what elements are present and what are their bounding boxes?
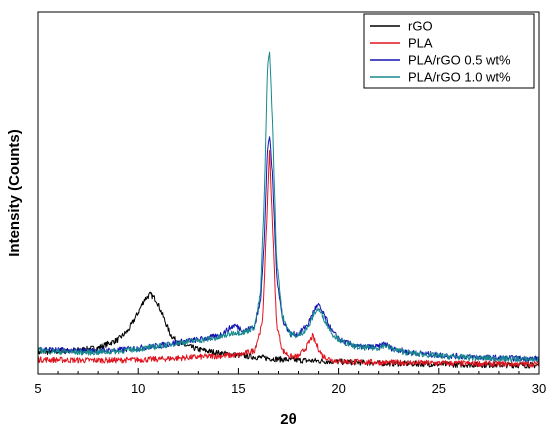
- x-axis-title: 2θ: [280, 411, 296, 428]
- series-line-2: [37, 136, 540, 362]
- x-tick-label: 15: [231, 381, 245, 396]
- x-tick-label: 30: [532, 381, 546, 396]
- x-tick-label: 25: [432, 381, 446, 396]
- x-tick-label: 20: [331, 381, 345, 396]
- legend-label: PLA/rGO 1.0 wt%: [408, 70, 511, 85]
- legend-label: rGO: [408, 19, 433, 34]
- plot-frame: [37, 11, 540, 375]
- x-tick-label: 5: [34, 381, 41, 396]
- legend-items: rGO PLA PLA/rGO 0.5 wt% PLA/rGO 1.0 wt%: [370, 19, 511, 85]
- series-line-3: [37, 51, 540, 363]
- x-tick-label: 10: [131, 381, 145, 396]
- series-line-0: [37, 291, 540, 369]
- legend-label: PLA: [408, 36, 433, 51]
- series-layer: [37, 51, 540, 369]
- y-axis-title: Intensity (Counts): [6, 129, 23, 257]
- series-line-1: [37, 150, 540, 368]
- legend: rGO PLA PLA/rGO 0.5 wt% PLA/rGO 1.0 wt%: [363, 13, 535, 89]
- x-axis-ticks: 5 10 15 20 25 30: [34, 368, 546, 396]
- legend-label: PLA/rGO 0.5 wt%: [408, 53, 511, 68]
